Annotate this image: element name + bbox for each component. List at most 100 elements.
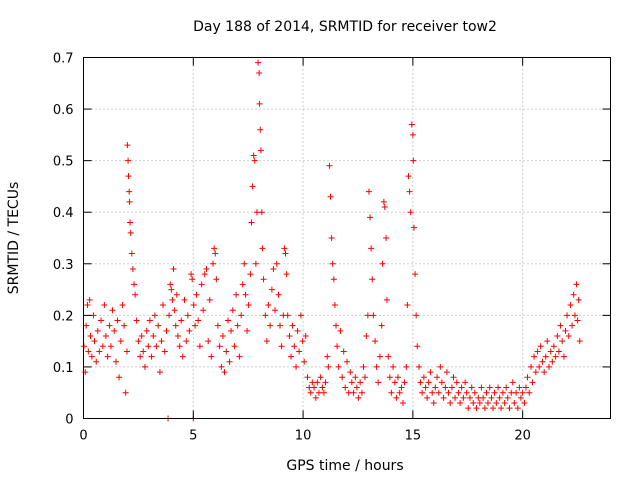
x-tick-label: 20 <box>514 429 531 444</box>
data-point <box>193 291 200 298</box>
data-point <box>163 327 170 334</box>
data-point <box>297 312 304 319</box>
data-point <box>443 369 450 376</box>
data-point <box>201 271 208 278</box>
data-point <box>226 358 233 365</box>
data-point <box>413 312 420 319</box>
data-point <box>554 332 561 339</box>
data-point <box>470 400 477 407</box>
data-point <box>176 343 183 350</box>
data-point <box>376 353 383 360</box>
data-point <box>112 358 119 365</box>
data-point <box>447 400 454 407</box>
data-point <box>294 327 301 334</box>
data-point <box>484 400 491 407</box>
data-point <box>270 265 277 272</box>
data-point <box>419 389 426 396</box>
data-point <box>385 353 392 360</box>
data-point <box>119 302 126 309</box>
data-point <box>373 363 380 370</box>
data-point <box>575 296 582 303</box>
data-point <box>133 317 140 324</box>
data-point <box>333 322 340 329</box>
data-point <box>396 389 403 396</box>
data-point <box>544 338 551 345</box>
chart-title: Day 188 of 2014, SRMTID for receiver tow… <box>193 19 497 35</box>
data-point <box>173 291 180 298</box>
data-point <box>401 379 408 386</box>
data-point <box>314 379 321 386</box>
data-point <box>109 307 116 314</box>
x-tick-label: 15 <box>405 429 422 444</box>
data-point <box>422 384 429 391</box>
data-point <box>468 384 475 391</box>
y-axis-label: SRMTID / TECUs <box>6 182 22 295</box>
data-point <box>88 353 95 360</box>
data-point <box>486 384 493 391</box>
data-point <box>114 317 121 324</box>
data-point <box>198 281 205 288</box>
data-point <box>403 363 410 370</box>
data-point <box>509 379 516 386</box>
data-point <box>258 209 265 216</box>
data-point <box>404 302 411 309</box>
data-point <box>312 394 319 401</box>
data-point <box>150 332 157 339</box>
data-point <box>293 363 300 370</box>
data-point <box>414 343 421 350</box>
data-point <box>408 121 415 128</box>
data-point <box>331 302 338 309</box>
data-point <box>405 173 412 180</box>
data-point <box>125 157 132 164</box>
data-point <box>541 369 548 376</box>
data-point <box>532 369 539 376</box>
data-point <box>212 250 219 257</box>
data-point <box>379 260 386 267</box>
data-point <box>372 338 379 345</box>
data-point <box>478 384 485 391</box>
data-point <box>514 405 521 412</box>
x-tick-label: 0 <box>79 429 87 444</box>
data-point <box>434 374 441 381</box>
data-point <box>172 322 179 329</box>
data-point <box>564 312 571 319</box>
data-point <box>302 332 309 339</box>
data-point <box>488 394 495 401</box>
data-point <box>460 394 467 401</box>
data-point <box>146 317 153 324</box>
data-point <box>549 358 556 365</box>
data-point <box>159 302 166 309</box>
data-point <box>206 296 213 303</box>
data-point <box>483 389 490 396</box>
data-point <box>98 317 105 324</box>
data-point <box>249 183 256 190</box>
data-point <box>542 353 549 360</box>
data-point <box>424 394 431 401</box>
data-point <box>425 379 432 386</box>
data-point <box>219 332 226 339</box>
data-point <box>420 374 427 381</box>
data-point <box>251 157 258 164</box>
data-point <box>344 358 350 365</box>
data-point <box>268 286 275 293</box>
data-point <box>427 369 434 376</box>
data-point <box>223 348 230 355</box>
data-point <box>334 343 341 350</box>
data-point <box>218 363 225 370</box>
data-point <box>450 374 457 381</box>
data-point <box>228 327 235 334</box>
data-point <box>148 353 155 360</box>
data-point <box>369 276 376 283</box>
data-point <box>151 312 158 319</box>
x-tick-label: 10 <box>295 429 312 444</box>
data-point <box>352 374 359 381</box>
data-point <box>536 363 543 370</box>
data-point <box>552 353 559 360</box>
data-point <box>278 343 285 350</box>
data-point <box>370 312 377 319</box>
data-point <box>123 348 130 355</box>
data-point <box>409 131 416 138</box>
data-point <box>229 307 236 314</box>
data-point <box>179 353 186 360</box>
data-point <box>448 384 455 391</box>
